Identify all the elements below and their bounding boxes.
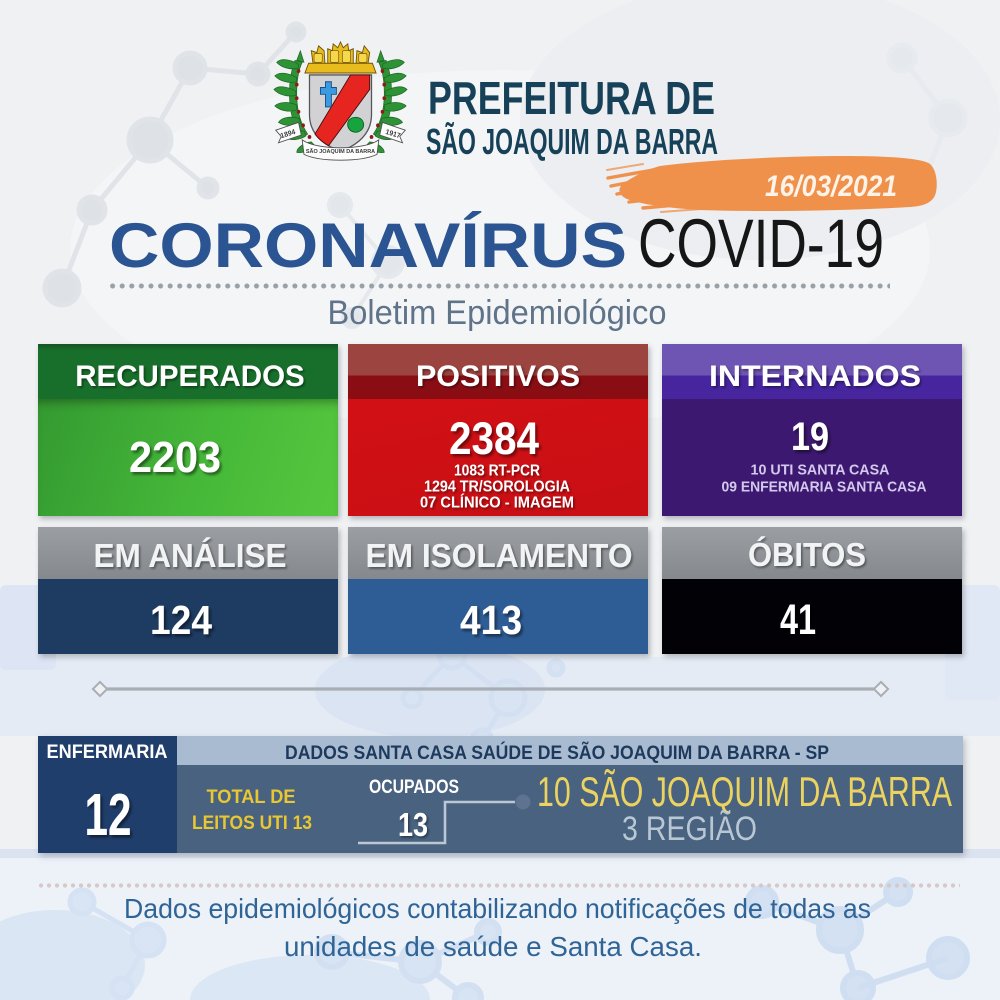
svg-text:2203: 2203 <box>129 434 221 482</box>
svg-text:EM ANÁLISE: EM ANÁLISE <box>94 537 287 574</box>
svg-text:1894: 1894 <box>280 129 297 140</box>
svg-text:12: 12 <box>85 782 132 848</box>
svg-text:10 SÃO JOAQUIM DA BARRA: 10 SÃO JOAQUIM DA BARRA <box>537 768 952 815</box>
svg-text:13: 13 <box>398 806 428 843</box>
svg-text:EM ISOLAMENTO: EM ISOLAMENTO <box>366 537 633 574</box>
svg-text:CORONAVÍRUS: CORONAVÍRUS <box>109 211 627 281</box>
svg-text:COVID-19: COVID-19 <box>638 205 884 282</box>
svg-text:Dados epidemiológicos contabil: Dados epidemiológicos contabilizando not… <box>124 893 871 924</box>
svg-text:413: 413 <box>460 597 522 643</box>
svg-text:41: 41 <box>780 597 816 644</box>
svg-text:09 ENFERMARIA SANTA CASA: 09 ENFERMARIA SANTA CASA <box>722 479 927 496</box>
svg-text:SÃO JOAQUIM DA BARRA: SÃO JOAQUIM DA BARRA <box>306 148 375 155</box>
svg-text:PREFEITURA DE: PREFEITURA DE <box>428 72 715 124</box>
svg-text:3 REGIÃO: 3 REGIÃO <box>622 810 757 848</box>
svg-text:LEITOS UTI 13: LEITOS UTI 13 <box>192 813 312 834</box>
svg-text:ÓBITOS: ÓBITOS <box>748 536 866 573</box>
svg-text:2384: 2384 <box>449 413 539 464</box>
svg-text:19: 19 <box>791 415 829 459</box>
svg-text:1917: 1917 <box>385 129 402 140</box>
svg-text:RECUPERADOS: RECUPERADOS <box>75 360 304 393</box>
svg-text:DADOS SANTA CASA SAÚDE DE SÃO: DADOS SANTA CASA SAÚDE DE SÃO JOAQUIM DA… <box>285 742 829 764</box>
svg-text:SÃO JOAQUIM DA BARRA: SÃO JOAQUIM DA BARRA <box>426 120 718 162</box>
svg-text:OCUPADOS: OCUPADOS <box>369 777 459 798</box>
svg-text:1294 TR/SOROLOGIA: 1294 TR/SOROLOGIA <box>424 479 570 496</box>
svg-text:unidades de saúde e Santa Casa: unidades de saúde e Santa Casa. <box>284 931 702 962</box>
svg-text:124: 124 <box>150 597 212 643</box>
svg-text:1083 RT-PCR: 1083 RT-PCR <box>454 463 540 480</box>
svg-text:10 UTI SANTA CASA: 10 UTI SANTA CASA <box>751 462 890 479</box>
svg-text:TOTAL DE: TOTAL DE <box>207 787 296 808</box>
svg-text:POSITIVOS: POSITIVOS <box>416 360 580 393</box>
svg-text:Boletim Epidemiológico: Boletim Epidemiológico <box>328 294 667 332</box>
svg-text:07 CLÍNICO - IMAGEM: 07 CLÍNICO - IMAGEM <box>420 495 574 512</box>
svg-text:ENFERMARIA: ENFERMARIA <box>47 741 168 763</box>
svg-text:INTERNADOS: INTERNADOS <box>709 360 921 393</box>
svg-text:16/03/2021: 16/03/2021 <box>765 170 897 203</box>
